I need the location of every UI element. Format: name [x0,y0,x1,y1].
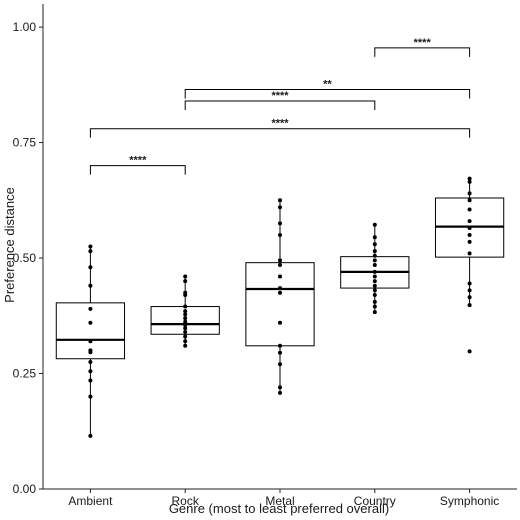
data-point [467,281,472,286]
data-point [372,258,377,263]
data-point [183,293,188,297]
data-point [372,269,377,274]
data-point [372,304,377,309]
x-tick-label: Rock [172,494,200,508]
data-point [183,343,188,348]
data-point [467,191,472,196]
data-point [88,378,93,383]
data-point [372,249,377,254]
data-point [88,394,93,399]
data-point [183,304,188,309]
data-point [88,265,93,270]
data-point [278,290,282,295]
data-point [467,226,472,231]
data-point [372,288,377,293]
y-axis-title: Preference distance [2,187,17,303]
outlier-point [467,349,472,354]
data-point [467,198,472,203]
y-tick-label: 0.25 [13,367,37,381]
data-point [278,205,282,210]
data-point [372,274,377,279]
data-point [183,312,188,317]
data-point [278,221,282,226]
data-point [372,310,377,315]
data-point [467,176,472,181]
data-point [278,343,282,348]
data-point [88,249,93,254]
x-tick-label: Symphonic [440,494,499,508]
data-point [278,390,282,395]
data-point [88,306,93,311]
data-point [467,288,472,293]
data-point [467,219,472,224]
data-point [372,293,377,297]
significance-bracket [184,88,471,99]
data-point [467,179,472,184]
significance-bracket [89,128,471,138]
data-point [467,207,472,212]
data-point [372,262,377,267]
data-point [467,295,472,300]
data-point [372,235,377,240]
data-point [183,316,188,321]
y-tick-label: 0.50 [13,251,37,265]
data-point [183,334,188,339]
significance-bracket [184,100,376,110]
data-point [88,244,93,249]
data-point [88,339,93,344]
data-point [183,329,188,334]
data-point [278,286,282,291]
plot-area: 0.00 0.25 0.50 0.75 1.00 Ambient Rock Metal Coun… [13,4,517,508]
significance-bracket [89,165,186,175]
x-axis-title: Genre (most to least preferred overall) [169,501,389,516]
data-point [467,232,472,237]
data-point [372,299,377,304]
data-point [183,326,188,331]
significance-label: **** [271,118,289,130]
data-point [88,320,93,325]
significance-label: ** [323,78,332,90]
data-point [278,198,282,203]
data-point [183,319,188,324]
x-tick-label: Metal [265,494,294,508]
data-point [88,369,93,374]
x-tick-label: Ambient [68,494,113,508]
y-tick-label: 0.00 [13,482,37,496]
data-point [278,258,282,263]
data-point [372,283,377,288]
data-point [278,262,282,267]
data-point [278,274,282,279]
data-point [372,279,377,284]
data-point [467,303,472,308]
data-point [88,350,93,355]
significance-bracket [374,47,471,57]
data-point [88,359,93,364]
data-point [372,242,377,247]
y-tick-label: 0.75 [13,136,37,150]
data-point [88,283,93,288]
data-point [183,274,188,279]
data-point [372,222,377,227]
data-point [467,251,472,256]
y-tick-label: 1.00 [13,20,37,34]
significance-label: **** [129,155,147,167]
data-point [278,362,282,367]
data-point [183,309,188,314]
significance-label: **** [271,90,289,102]
data-point [88,433,93,438]
data-point [183,279,188,284]
data-point [278,320,282,325]
data-point [183,323,188,328]
data-point [278,385,282,390]
data-point [278,350,282,355]
data-point [278,232,282,237]
x-tick-label: Country [354,494,396,508]
data-point [372,253,377,258]
data-point [183,339,188,344]
data-point [467,239,472,244]
significance-label: **** [414,37,432,49]
